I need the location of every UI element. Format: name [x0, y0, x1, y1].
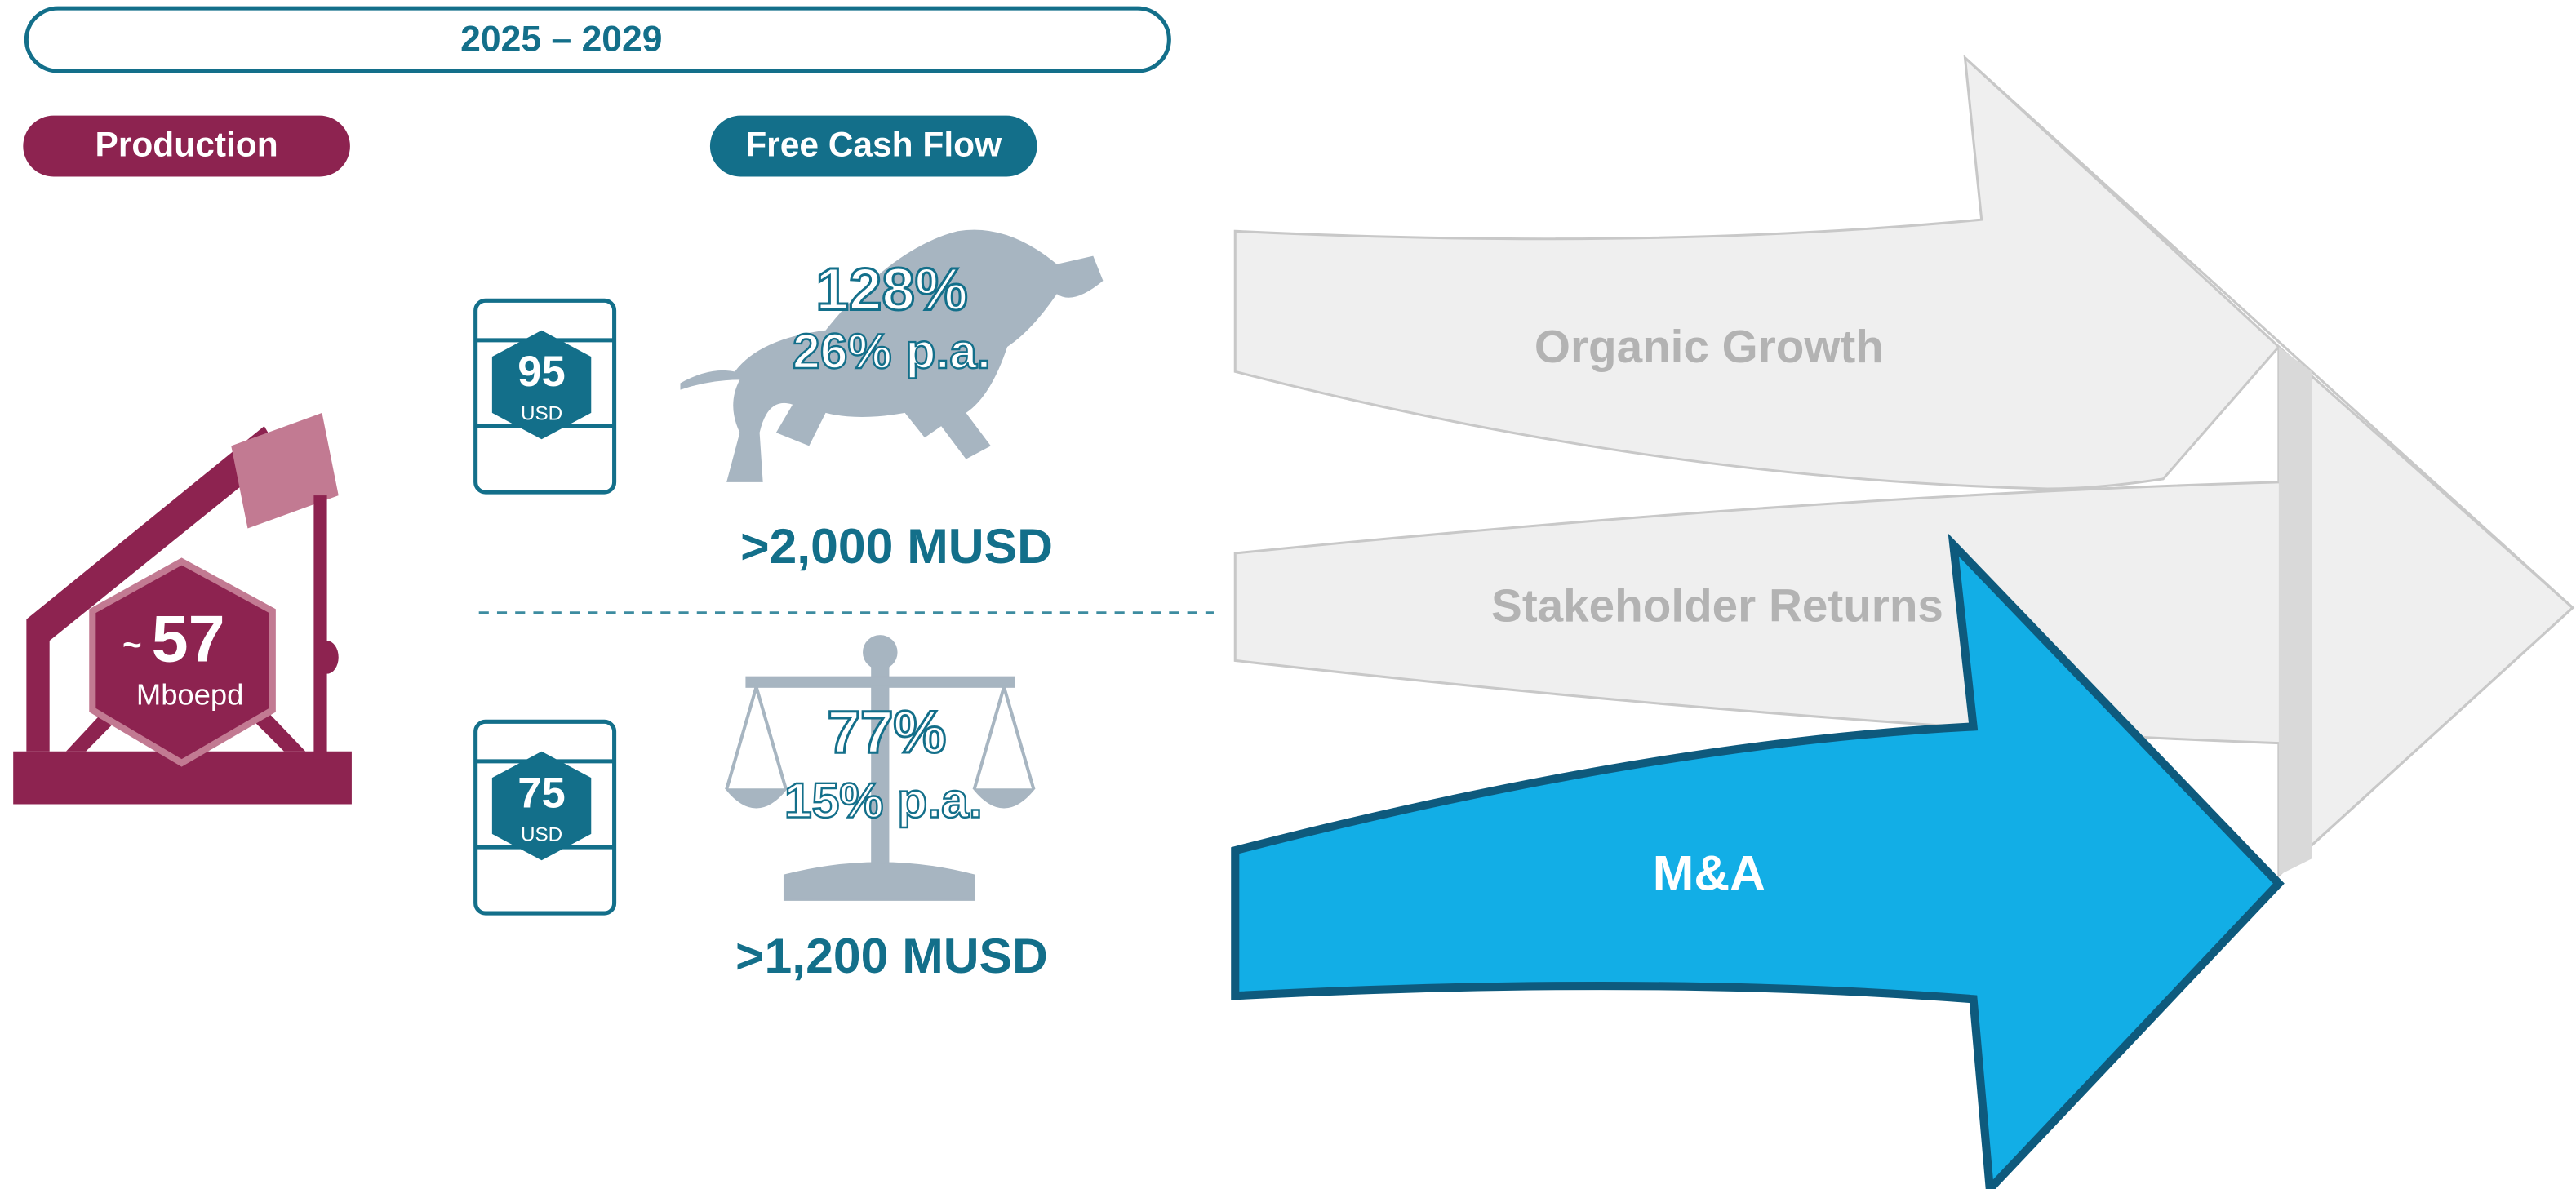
arrow-ma [1231, 533, 2285, 1189]
production-unit: Mboepd [136, 678, 244, 712]
fcf-total: 128% [815, 256, 967, 322]
production-prefix: ~ [122, 626, 142, 663]
production-label: Production [95, 126, 278, 164]
fcf-total: 77% [828, 699, 947, 765]
arrow-label: M&A [1653, 845, 1765, 901]
currency: USD [521, 823, 562, 845]
period-pill [24, 6, 1171, 73]
price: 95 [517, 348, 566, 396]
fcf-annual: 26% p.a. [793, 323, 991, 379]
production-value: 57 [152, 603, 225, 677]
arrow-shadow [2278, 346, 2312, 876]
fcf-label: Free Cash Flow [745, 126, 1002, 164]
price: 75 [517, 769, 566, 817]
fcf-annual: 15% p.a. [784, 773, 983, 828]
bull-icon [680, 229, 1104, 482]
price-hexagon [491, 751, 592, 861]
production-pill [23, 115, 350, 177]
production-hexagon [89, 557, 276, 767]
period: 2025 – 2029 [460, 19, 662, 59]
fcf-amount: >1,200 MUSD [735, 928, 1048, 983]
arrow-organic [1233, 54, 2281, 490]
arrow-label: Organic Growth [1534, 322, 1884, 373]
fcf-amount: >2,000 MUSD [740, 518, 1053, 574]
scale-icon [725, 635, 1036, 901]
currency: USD [521, 402, 562, 424]
price-hexagon [491, 330, 592, 440]
fcf-pill [709, 115, 1037, 177]
arrow-label: Stakeholder Returns [1491, 581, 1943, 632]
arrow-head-edge [1964, 56, 2575, 876]
